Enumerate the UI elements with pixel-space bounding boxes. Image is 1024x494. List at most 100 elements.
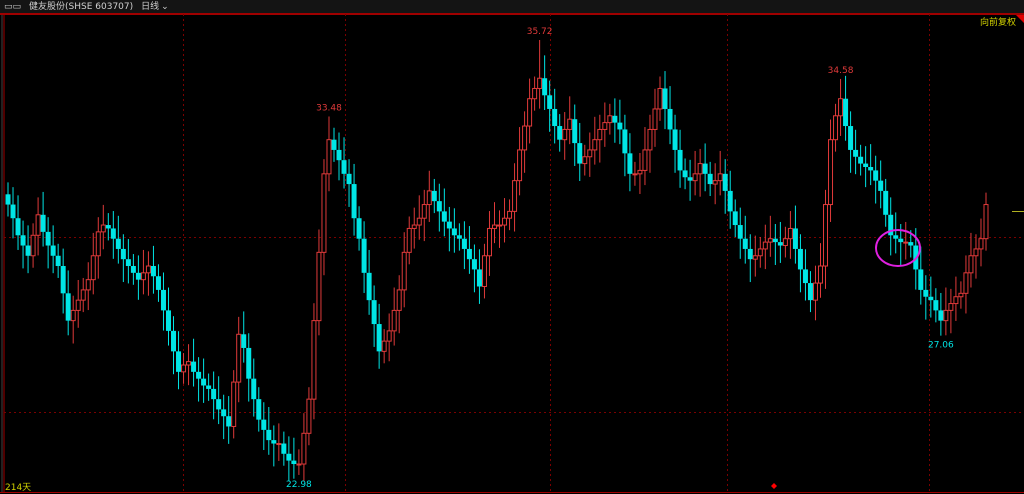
candle-body-down xyxy=(542,78,548,96)
candle-body-up xyxy=(140,272,146,281)
candle-body-up xyxy=(411,224,417,229)
candle-body-up xyxy=(983,204,989,240)
candle-body-up xyxy=(823,204,829,267)
candle-body-down xyxy=(50,245,56,256)
candle-body-down xyxy=(155,276,161,290)
window-icon[interactable]: ▭▭ xyxy=(4,1,22,12)
candle-body-down xyxy=(65,293,71,321)
candle-body-up xyxy=(637,169,643,175)
candle-body-down xyxy=(461,238,467,249)
stock-name: 健友股份(SHSE 603707) xyxy=(29,1,134,12)
candle-body-down xyxy=(441,211,447,222)
candle-body-down xyxy=(878,180,884,191)
candle-body-up xyxy=(817,265,823,284)
candle-body-down xyxy=(873,170,879,181)
candle-body-down xyxy=(858,156,864,164)
candle-body-down xyxy=(737,225,743,239)
candle-body-up xyxy=(953,296,959,305)
candle-body-up xyxy=(326,139,332,175)
candle-body-down xyxy=(572,119,578,144)
candle-body-up xyxy=(562,128,568,141)
candle-body-up xyxy=(522,125,528,151)
candle-body-down xyxy=(662,88,668,109)
candle-body-down xyxy=(376,324,382,352)
event-marker-icon xyxy=(771,483,777,489)
candle-body-up xyxy=(507,210,513,219)
candle-body-up xyxy=(321,173,327,253)
candle-body-down xyxy=(557,126,563,140)
candle-body-down xyxy=(797,248,803,270)
candle-body-down xyxy=(777,242,783,246)
chart-header: ▭▭ 健友股份(SHSE 603707) 日线 ⌄ xyxy=(0,0,1024,14)
candle-body-up xyxy=(527,98,533,127)
candle-body-down xyxy=(241,334,247,348)
candle-body-down xyxy=(772,238,778,243)
candle-body-down xyxy=(226,416,232,427)
candle-body-up xyxy=(401,251,407,291)
candle-body-down xyxy=(677,149,683,171)
candle-body-up xyxy=(145,265,151,274)
candle-body-down xyxy=(55,255,61,267)
candle-body-down xyxy=(868,167,874,171)
candle-body-down xyxy=(552,108,558,127)
candle-body-up xyxy=(752,255,758,260)
candle-body-up xyxy=(948,303,954,311)
candle-body-down xyxy=(130,266,136,273)
extreme-label: 27.06 xyxy=(928,341,954,351)
candle-body-up xyxy=(978,238,984,250)
candle-body-down xyxy=(286,453,292,461)
candle-body-up xyxy=(787,227,793,240)
candle-body-down xyxy=(667,108,673,130)
candle-body-up xyxy=(647,128,653,151)
candle-body-up xyxy=(597,128,603,141)
candle-body-down xyxy=(883,190,889,215)
candle-body-down xyxy=(792,228,798,249)
candle-body-up xyxy=(316,251,322,322)
candle-body-up xyxy=(537,77,543,89)
candle-body-down xyxy=(135,272,141,280)
candle-body-down xyxy=(256,399,262,420)
candle-body-down xyxy=(863,163,869,168)
candle-body-up xyxy=(301,432,307,465)
candle-body-down xyxy=(366,272,372,301)
period-selector[interactable]: 日线 ⌄ xyxy=(141,0,169,14)
candle-body-down xyxy=(115,238,121,249)
candle-body-down xyxy=(281,443,287,454)
candle-body-up xyxy=(311,320,317,400)
candle-body-up xyxy=(426,190,432,206)
candle-body-down xyxy=(371,300,377,325)
candle-body-down xyxy=(672,129,678,150)
candle-body-up xyxy=(517,149,523,182)
candle-body-down xyxy=(216,399,222,410)
candle-body-up xyxy=(296,463,302,466)
candle-body-down xyxy=(893,235,899,239)
candle-body-down xyxy=(727,190,733,212)
candle-body-down xyxy=(125,259,131,267)
candle-body-down xyxy=(466,248,472,260)
candle-body-up xyxy=(35,214,41,236)
candle-body-up xyxy=(833,115,839,141)
candle-body-up xyxy=(642,149,648,171)
candle-body-down xyxy=(356,218,362,239)
candle-body-down xyxy=(5,194,11,205)
candle-body-up xyxy=(95,231,101,257)
candle-body-down xyxy=(196,371,202,379)
candle-body-up xyxy=(70,309,76,322)
candle-body-down xyxy=(361,238,367,273)
candle-body-down xyxy=(707,173,713,185)
candle-body-up xyxy=(491,224,497,229)
candle-body-up xyxy=(236,333,242,383)
candle-body-up xyxy=(963,272,969,294)
chevron-down-icon: ⌄ xyxy=(161,1,169,12)
candle-body-up xyxy=(712,180,718,185)
candle-body-down xyxy=(351,184,357,219)
candle-body-up xyxy=(812,282,818,301)
candle-body-up xyxy=(486,227,492,257)
candle-body-up xyxy=(782,238,788,247)
candle-body-up xyxy=(80,289,86,301)
candle-body-down xyxy=(431,190,437,202)
candle-body-down xyxy=(191,361,197,372)
candle-body-up xyxy=(657,87,663,110)
candle-body-up xyxy=(406,227,412,253)
highlight-circle xyxy=(875,229,921,267)
